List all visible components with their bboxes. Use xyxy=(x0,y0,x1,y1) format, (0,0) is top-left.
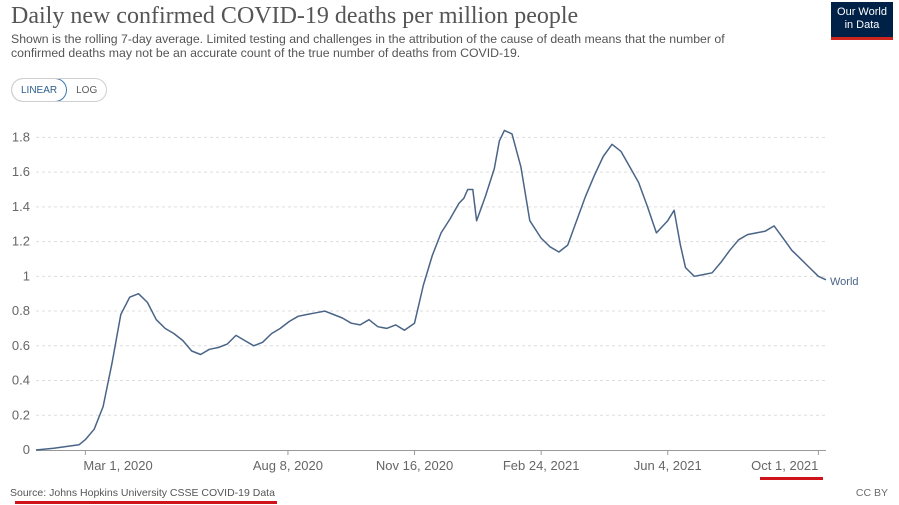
x-tick-label: Aug 8, 2020 xyxy=(253,458,323,473)
y-tick-label: 0.4 xyxy=(12,373,30,388)
y-tick-label: 0.8 xyxy=(12,303,30,318)
logo-line-2: in Data xyxy=(844,18,880,31)
x-tick-label: Nov 16, 2020 xyxy=(376,458,453,473)
license-label[interactable]: CC BY xyxy=(855,487,888,499)
scale-toggle[interactable]: LINEAR LOG xyxy=(11,78,108,102)
y-axis: 0 0.2 0.4 0.6 0.8 1 1.2 1.4 1.6 1.8 xyxy=(12,129,30,457)
grid-lines xyxy=(36,136,826,416)
y-tick-label: 0.2 xyxy=(12,407,30,422)
linear-scale-button[interactable]: LINEAR xyxy=(12,79,68,101)
logo-accent-bar xyxy=(831,37,893,40)
y-tick-label: 0 xyxy=(23,442,30,457)
series-group: World xyxy=(35,129,859,451)
logo-line-1: Our World xyxy=(837,6,887,18)
x-tick-label: Oct 1, 2021 xyxy=(751,458,818,473)
series-line-world xyxy=(35,129,827,451)
y-tick-label: 1.8 xyxy=(12,129,30,144)
x-tick-label: Jun 4, 2021 xyxy=(634,458,702,473)
source-link[interactable]: Source: Johns Hopkins University CSSE CO… xyxy=(10,487,275,499)
y-tick-label: 0.6 xyxy=(12,338,30,353)
chart-title: Daily new confirmed COVID-19 deaths per … xyxy=(11,3,579,29)
series-label-world: World xyxy=(830,276,859,288)
x-axis: Mar 1, 2020 Aug 8, 2020 Nov 16, 2020 Feb 24… xyxy=(36,450,826,473)
y-tick-label: 1 xyxy=(23,268,30,283)
line-chart: 0 0.2 0.4 0.6 0.8 1 1.2 1.4 1.6 1.8 Mar 1, 2020 Au… xyxy=(12,129,859,473)
x-tick-label: Feb 24, 2021 xyxy=(503,458,580,473)
chart-subtitle: Shown is the rolling 7-day average. Limi… xyxy=(11,32,725,60)
owid-logo[interactable]: Our World in Data xyxy=(831,2,893,40)
log-scale-button[interactable]: LOG xyxy=(76,84,98,96)
x-tick-label: Mar 1, 2020 xyxy=(83,458,152,473)
y-tick-label: 1.4 xyxy=(12,199,30,214)
y-tick-label: 1.6 xyxy=(12,164,30,179)
source-underline xyxy=(15,501,277,504)
annotation-underline xyxy=(760,477,823,480)
y-tick-label: 1.2 xyxy=(12,234,30,249)
